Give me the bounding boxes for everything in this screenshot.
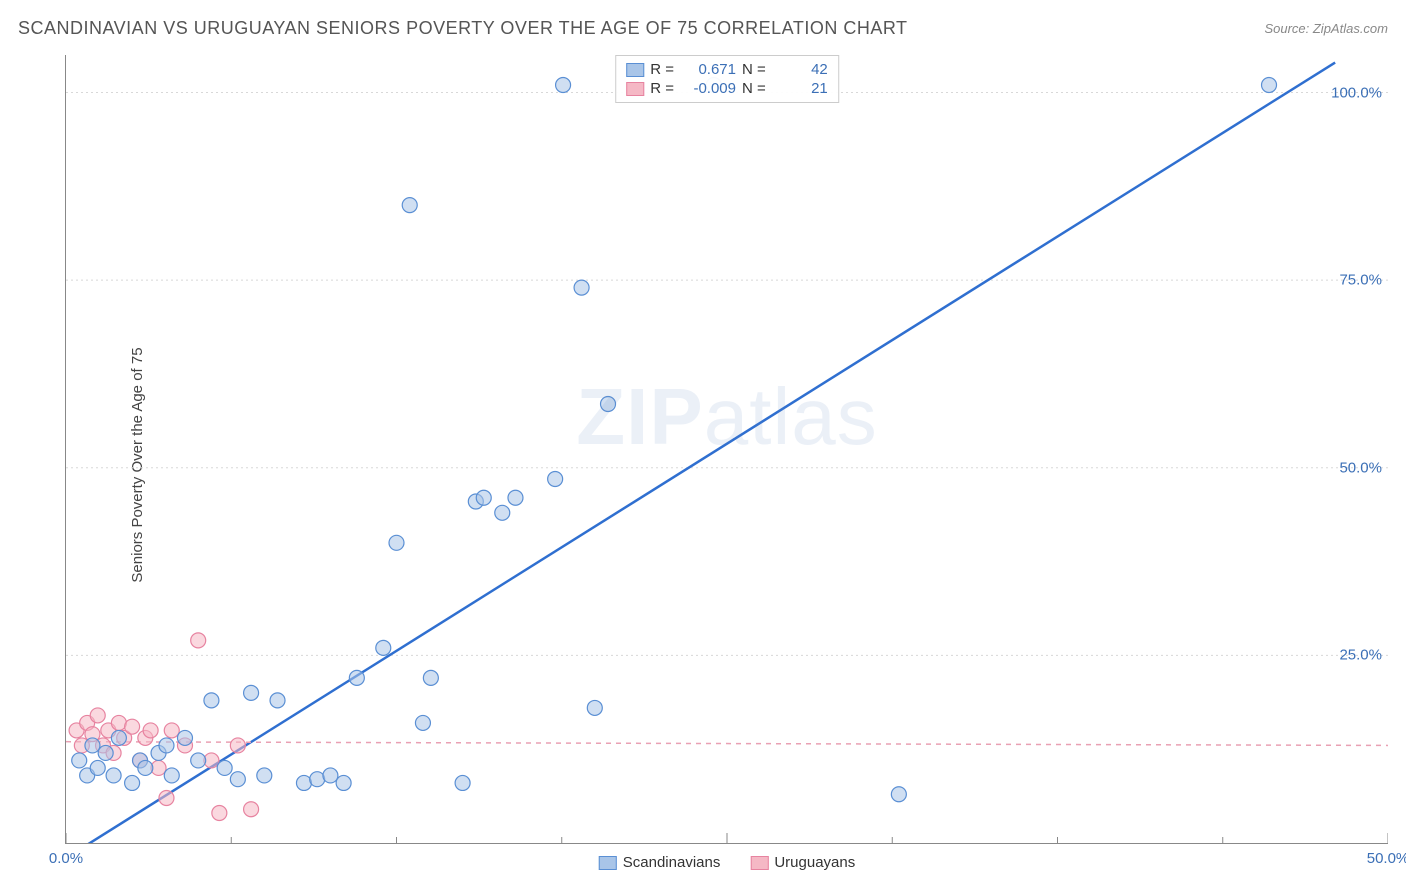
source-label: Source: [1264,21,1312,36]
source-value: ZipAtlas.com [1313,21,1388,36]
r-label-2: R = [650,80,674,97]
n-value-scandinavians: 42 [772,61,828,78]
chart-container: Seniors Poverty Over the Age of 75 ZIPat… [35,55,1388,874]
n-value-uruguayans: 21 [772,80,828,97]
stats-row-scandinavians: R = 0.671 N = 42 [626,60,828,79]
stats-legend-box: R = 0.671 N = 42 R = -0.009 N = 21 [615,55,839,103]
n-label: N = [742,61,766,78]
y-tick-label: 50.0% [1339,459,1382,476]
swatch-scandinavians [626,63,644,77]
stats-row-uruguayans: R = -0.009 N = 21 [626,79,828,98]
legend-swatch-uruguayans [750,856,768,870]
x-tick-label: 0.0% [49,850,83,867]
chart-header: SCANDINAVIAN VS URUGUAYAN SENIORS POVERT… [18,18,1388,39]
legend-item-scandinavians: Scandinavians [599,854,721,871]
r-value-scandinavians: 0.671 [680,61,736,78]
legend-label-uruguayans: Uruguayans [774,854,855,871]
y-tick-label: 25.0% [1339,647,1382,664]
plot-area: ZIPatlas R = 0.671 N = 42 R = -0.009 N =… [65,55,1388,844]
legend-item-uruguayans: Uruguayans [750,854,855,871]
legend-swatch-scandinavians [599,856,617,870]
y-tick-label: 75.0% [1339,272,1382,289]
scatter-svg [66,55,1388,843]
swatch-uruguayans [626,82,644,96]
n-label-2: N = [742,80,766,97]
y-tick-label: 100.0% [1331,84,1382,101]
source-attribution: Source: ZipAtlas.com [1264,21,1388,36]
x-tick-label: 50.0% [1367,850,1406,867]
r-label: R = [650,61,674,78]
r-value-uruguayans: -0.009 [680,80,736,97]
legend-label-scandinavians: Scandinavians [623,854,721,871]
series-legend: Scandinavians Uruguayans [599,854,855,871]
chart-title: SCANDINAVIAN VS URUGUAYAN SENIORS POVERT… [18,18,908,39]
